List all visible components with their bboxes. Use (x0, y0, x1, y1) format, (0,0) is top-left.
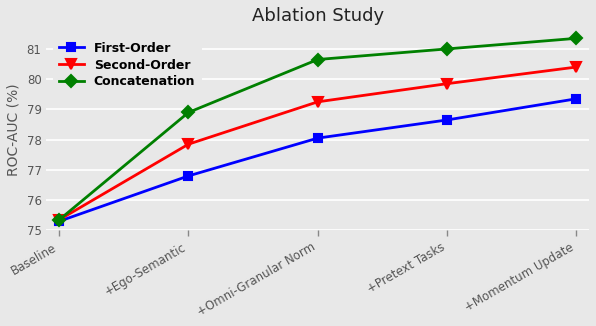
Second-Order (314, 100, 321, 104)
First-Order (185, 174, 192, 178)
Line: First-Order: First-Order (55, 95, 581, 225)
Line: Concatenation: Concatenation (55, 34, 581, 224)
First-Order (573, 97, 580, 101)
First-Order (55, 219, 63, 223)
First-Order (314, 136, 321, 140)
Concatenation (185, 111, 192, 114)
First-Order (443, 118, 451, 122)
Y-axis label: ROC-AUC (%): ROC-AUC (%) (7, 83, 21, 176)
Second-Order (573, 65, 580, 69)
Concatenation (443, 47, 451, 51)
Second-Order (185, 142, 192, 146)
Second-Order (55, 218, 63, 222)
Concatenation (55, 218, 63, 222)
Second-Order (443, 82, 451, 86)
Line: Second-Order: Second-Order (54, 62, 581, 225)
Title: Ablation Study: Ablation Study (252, 7, 384, 25)
Concatenation (573, 37, 580, 40)
Concatenation (314, 58, 321, 62)
Legend: First-Order, Second-Order, Concatenation: First-Order, Second-Order, Concatenation (52, 36, 201, 95)
